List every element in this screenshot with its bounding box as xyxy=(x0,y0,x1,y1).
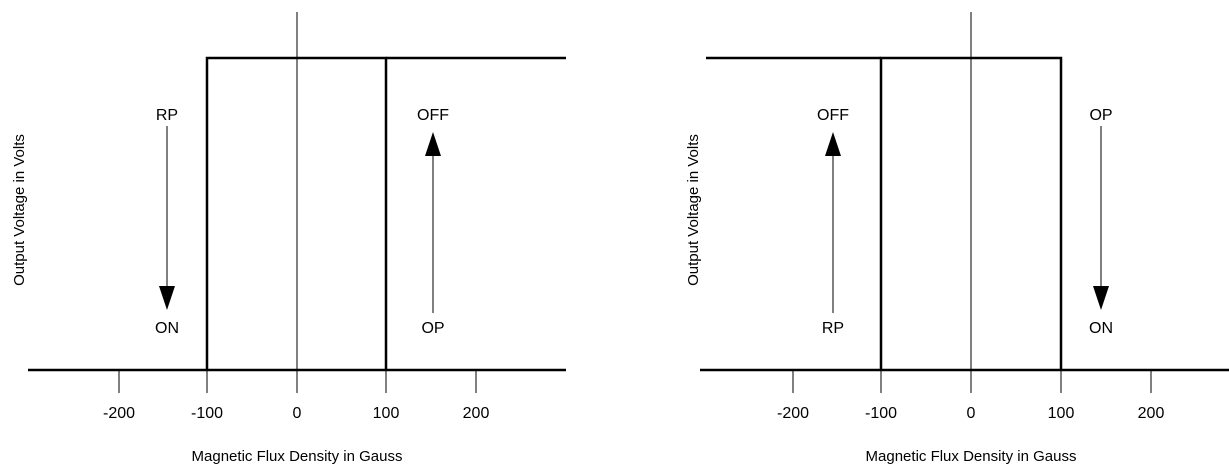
arrow-up-icon xyxy=(825,132,841,156)
arrow-label-bottom: ON xyxy=(155,320,179,337)
x-tick-label: 0 xyxy=(967,405,976,422)
y-axis-title: Output Voltage in Volts xyxy=(11,134,28,286)
y-axis-title: Output Voltage in Volts xyxy=(685,134,702,286)
arrow-label-bottom: RP xyxy=(822,320,844,337)
x-tick-label: -100 xyxy=(191,405,223,422)
x-tick-label: 200 xyxy=(1138,405,1165,422)
x-tick-label: 200 xyxy=(463,405,490,422)
x-axis-title: Magnetic Flux Density in Gauss xyxy=(866,448,1077,465)
x-tick-label: -200 xyxy=(777,405,809,422)
x-tick-label: 100 xyxy=(373,405,400,422)
arrow-label-top: RP xyxy=(156,107,178,124)
x-tick-label: -100 xyxy=(865,405,897,422)
x-axis-title: Magnetic Flux Density in Gauss xyxy=(192,448,403,465)
arrow-label-top: OP xyxy=(1089,107,1112,124)
arrow-label-top: OFF xyxy=(817,107,849,124)
arrow-down-icon xyxy=(1093,286,1109,310)
arrow-up-icon xyxy=(425,132,441,156)
arrow-down-icon xyxy=(159,286,175,310)
arrow-label-top: OFF xyxy=(417,107,449,124)
panel-right: -200 -100 0 100 200 OFF RP OP ON Output … xyxy=(685,12,1229,465)
panel-left: -200 -100 0 100 200 RP ON OFF OP Output … xyxy=(11,12,566,465)
x-tick-label: -200 xyxy=(103,405,135,422)
arrow-label-bottom: OP xyxy=(421,320,444,337)
hysteresis-loop xyxy=(205,56,388,370)
arrow-label-bottom: ON xyxy=(1089,320,1113,337)
hysteresis-loop xyxy=(879,56,1063,370)
x-tick-label: 0 xyxy=(293,405,302,422)
x-tick-label: 100 xyxy=(1048,405,1075,422)
